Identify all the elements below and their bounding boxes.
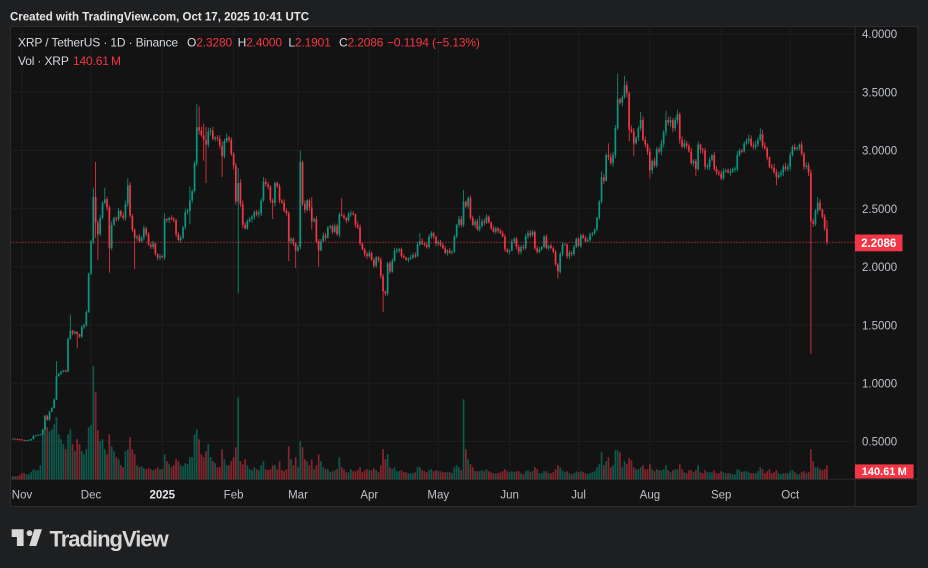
svg-text:4.0000: 4.0000	[862, 29, 897, 41]
svg-text:L2.1901: L2.1901	[288, 36, 331, 50]
svg-text:C2.2086: C2.2086	[339, 36, 384, 50]
svg-text:Vol · XRP: Vol · XRP	[18, 54, 69, 68]
svg-text:Dec: Dec	[81, 490, 102, 502]
svg-text:H2.4000: H2.4000	[238, 36, 283, 50]
svg-text:0.5000: 0.5000	[862, 437, 897, 449]
svg-text:Feb: Feb	[224, 490, 244, 502]
svg-text:Aug: Aug	[640, 490, 660, 502]
svg-text:Created with TradingView.com,: Created with TradingView.com, Oct 17, 20…	[10, 11, 309, 23]
svg-text:May: May	[427, 490, 449, 502]
svg-text:Mar: Mar	[288, 490, 308, 502]
svg-text:140.61 M: 140.61 M	[73, 54, 121, 68]
svg-text:1.5000: 1.5000	[862, 320, 897, 332]
svg-text:2025: 2025	[150, 490, 176, 502]
svg-text:Nov: Nov	[12, 490, 33, 502]
svg-text:1.0000: 1.0000	[862, 379, 897, 391]
svg-text:140.61 M: 140.61 M	[862, 466, 907, 478]
svg-text:3.0000: 3.0000	[862, 146, 897, 158]
svg-text:Jul: Jul	[571, 490, 586, 502]
svg-text:Oct: Oct	[781, 490, 800, 502]
svg-text:Apr: Apr	[360, 490, 378, 502]
svg-text:2.5000: 2.5000	[862, 204, 897, 216]
svg-text:O2.3280: O2.3280	[187, 36, 232, 50]
svg-text:Sep: Sep	[711, 490, 731, 502]
svg-text:2.0000: 2.0000	[862, 262, 897, 274]
svg-text:TradingView: TradingView	[50, 527, 170, 552]
svg-text:−0.1194 (−5.13%): −0.1194 (−5.13%)	[387, 36, 480, 50]
svg-text:Jun: Jun	[500, 490, 519, 502]
svg-text:3.5000: 3.5000	[862, 87, 897, 99]
svg-text:XRP / TetherUS · 1D · Binance: XRP / TetherUS · 1D · Binance	[18, 36, 178, 50]
svg-text:2.2086: 2.2086	[861, 238, 896, 250]
